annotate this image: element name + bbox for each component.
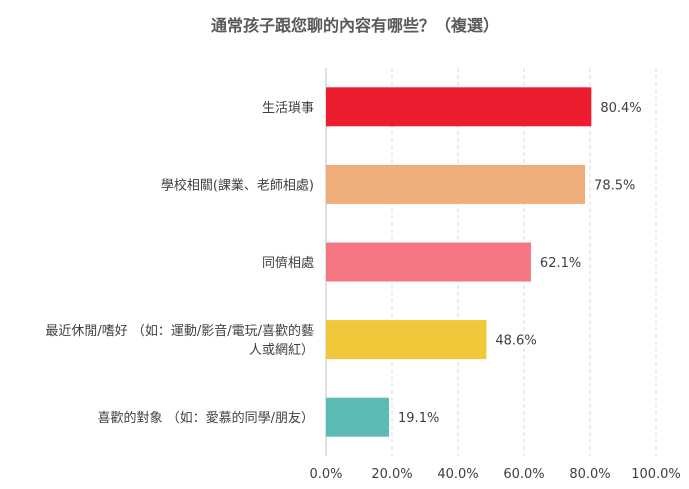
data-label: 62.1% bbox=[540, 256, 581, 271]
bar bbox=[326, 320, 487, 360]
data-label: 80.4% bbox=[600, 101, 641, 116]
chart-title: 通常孩子跟您聊的內容有哪些？（複選） bbox=[211, 16, 499, 35]
category-label: 同儕相處 bbox=[262, 255, 314, 271]
category-label: 人或網紅） bbox=[249, 343, 314, 358]
x-tick-label: 80.0% bbox=[569, 467, 610, 482]
bar bbox=[326, 164, 586, 204]
gridlines bbox=[325, 68, 657, 456]
bar bbox=[326, 87, 592, 127]
x-tick-label: 100.0% bbox=[631, 467, 681, 482]
data-label: 19.1% bbox=[398, 411, 439, 426]
bar bbox=[326, 397, 390, 437]
data-label: 78.5% bbox=[594, 178, 635, 193]
category-label: 最近休閒/嗜好 （如：運動/影音/電玩/喜歡的藝 bbox=[45, 323, 314, 339]
x-tick-label: 0.0% bbox=[309, 467, 342, 482]
x-tick-label: 60.0% bbox=[503, 467, 544, 482]
data-label: 48.6% bbox=[495, 334, 536, 349]
bars: 80.4% 78.5% 62.1% 48.6% 19.1% bbox=[326, 87, 642, 437]
x-axis-ticks: 0.0% 20.0% 40.0% 60.0% 80.0% 100.0% bbox=[309, 467, 680, 482]
category-label: 生活瑣事 bbox=[262, 101, 314, 116]
category-label: 學校相關(課業、老師相處) bbox=[161, 177, 314, 193]
x-tick-label: 20.0% bbox=[371, 467, 412, 482]
x-tick-label: 40.0% bbox=[437, 467, 478, 482]
category-label: 喜歡的對象 （如：愛慕的同學/朋友） bbox=[97, 410, 314, 426]
bar bbox=[326, 242, 531, 282]
